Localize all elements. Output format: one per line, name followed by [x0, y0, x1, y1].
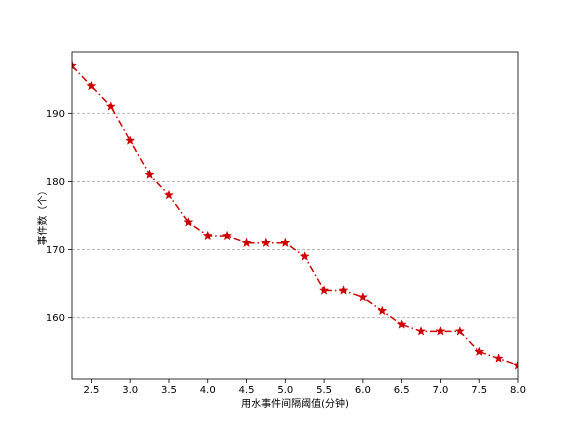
series-layer — [68, 61, 523, 369]
data-point — [223, 231, 232, 239]
data-point — [358, 293, 367, 301]
data-point — [165, 190, 174, 198]
data-point — [203, 231, 212, 239]
x-tick-label: 8.0 — [510, 385, 526, 396]
data-point — [262, 238, 271, 246]
y-axis-label: 事件数（个） — [36, 186, 49, 246]
x-tick-label: 2.5 — [83, 385, 99, 396]
axes-frame — [72, 52, 518, 379]
x-tick-label: 3.5 — [161, 385, 177, 396]
data-point — [378, 306, 387, 314]
data-point — [106, 102, 115, 110]
data-point — [339, 286, 348, 294]
x-tick-label: 6.0 — [355, 385, 371, 396]
y-tick-label: 190 — [46, 109, 65, 120]
data-point — [436, 327, 445, 335]
x-tick-label: 4.0 — [200, 385, 216, 396]
data-point — [242, 238, 251, 246]
x-axis-label: 用水事件间隔阈值(分钟) — [241, 397, 349, 410]
x-tick-label: 3.0 — [122, 385, 138, 396]
x-tick-label: 7.5 — [471, 385, 487, 396]
series-line-0 — [72, 66, 518, 366]
x-tick-label: 5.5 — [316, 385, 332, 396]
gridlines — [72, 113, 518, 317]
data-point — [126, 136, 135, 144]
x-tick-label: 6.5 — [394, 385, 410, 396]
data-point — [417, 327, 426, 335]
y-tick-label: 160 — [46, 313, 65, 324]
data-point — [300, 252, 309, 260]
data-point — [281, 238, 290, 246]
x-tick-label: 5.0 — [277, 385, 293, 396]
ticks: 2.5 3.0 3.5 4.0 4.5 5.0 5.5 6.0 6.5 7.0 7.5 8.0 160 1… — [46, 109, 526, 396]
x-tick-label: 7.0 — [432, 385, 448, 396]
data-point — [397, 320, 406, 328]
y-tick-label: 170 — [46, 245, 65, 256]
data-point — [145, 170, 154, 178]
x-tick-label: 4.5 — [239, 385, 255, 396]
data-point — [320, 286, 329, 294]
data-point — [494, 354, 503, 362]
data-point — [475, 347, 484, 355]
